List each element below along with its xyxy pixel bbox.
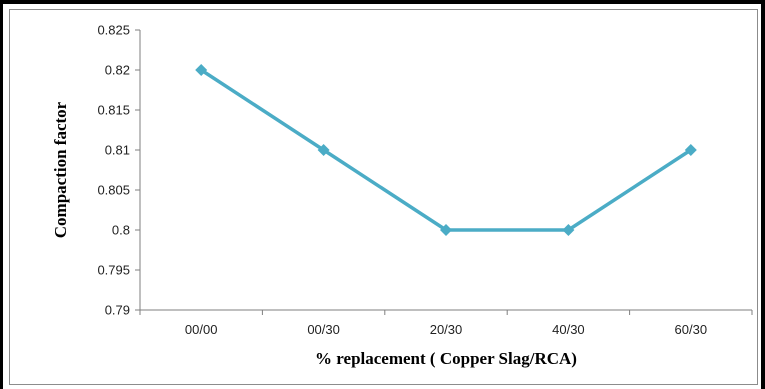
y-tick-label: 0.805 [97,183,130,198]
x-tick-label: 60/30 [675,322,708,337]
x-axis: 00/00 00/30 20/30 40/30 60/30 [139,309,753,337]
data-point-marker [195,64,208,76]
x-tick-label: 00/00 [185,322,218,337]
series-group [195,64,697,236]
plot-area-border [9,9,758,385]
y-tick-label: 0.8 [112,223,130,238]
y-tick-label: 0.82 [105,63,130,78]
y-tick-label: 0.795 [97,263,130,278]
y-axis-title: Compaction factor [51,101,70,238]
data-point-marker [562,224,575,236]
series-line [200,68,692,232]
y-tick-label: 0.81 [105,143,130,158]
x-axis-title: % replacement ( Copper Slag/RCA) [315,349,577,368]
x-tick-label: 20/30 [430,322,463,337]
data-point-marker [317,144,330,156]
data-point-marker [684,144,697,156]
y-tick-label: 0.815 [97,103,130,118]
x-tick-label: 00/30 [307,322,340,337]
x-tick-label: 40/30 [552,322,585,337]
y-axis: 0.79 0.795 0.8 0.805 0.81 0.815 0.82 0.825 [97,23,141,318]
y-tick-label: 0.79 [105,303,130,318]
data-point-marker [440,224,452,236]
y-tick-label: 0.825 [97,23,130,38]
